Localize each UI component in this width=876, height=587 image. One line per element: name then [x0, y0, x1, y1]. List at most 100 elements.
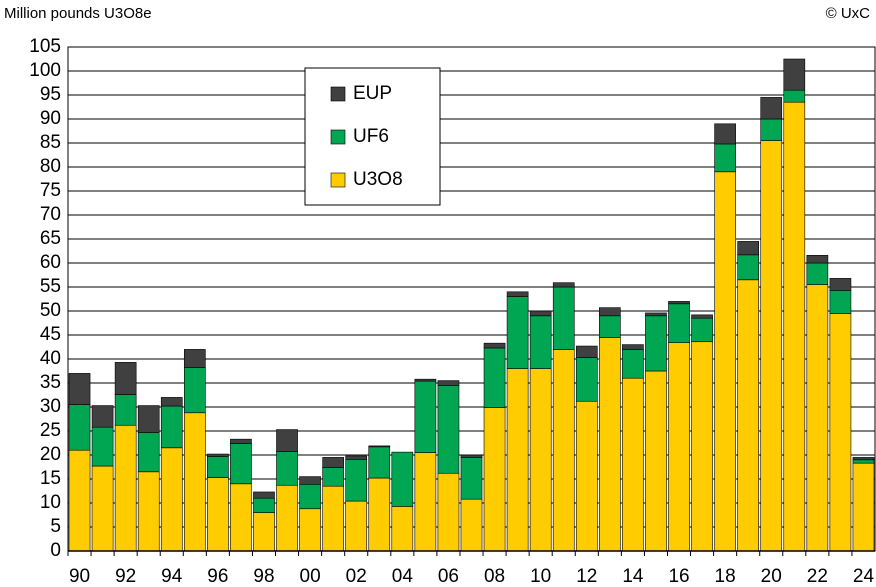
x-tick-label: 14	[622, 566, 644, 587]
bar-segment	[737, 279, 760, 552]
x-tick-label: 90	[69, 566, 90, 587]
bar-segment	[829, 313, 852, 552]
y-tick-label: 70	[40, 204, 61, 225]
x-tick-label: 96	[207, 566, 228, 587]
bar-segment	[737, 254, 760, 281]
bar-segment	[230, 438, 252, 444]
bar-segment	[622, 344, 644, 350]
bar-segment	[599, 307, 621, 317]
y-tick-label: 30	[40, 396, 61, 417]
x-tick-label: 06	[438, 566, 459, 587]
bar-segment	[276, 484, 298, 552]
x-tick-label: 22	[807, 566, 828, 587]
legend-label: UF6	[353, 126, 389, 147]
bar-segment	[322, 467, 344, 487]
y-tick-label: 0	[50, 540, 61, 561]
x-tick-label: 16	[668, 566, 689, 587]
bar-segment	[829, 278, 852, 291]
x-tick-label: 02	[346, 566, 367, 587]
bar-segment	[91, 426, 114, 467]
y-tick-label: 35	[40, 372, 61, 393]
bar-segment	[253, 491, 275, 499]
bar-segment	[691, 341, 713, 552]
bar-segment	[691, 317, 713, 343]
bar-segment	[368, 477, 391, 552]
y-tick-label: 25	[40, 420, 61, 441]
y-tick-label: 100	[29, 60, 61, 81]
x-tick-label: 12	[576, 566, 597, 587]
x-tick-label: 20	[761, 566, 782, 587]
source: © UxC	[826, 5, 871, 22]
bar-segment	[599, 337, 621, 552]
y-tick-label: 65	[40, 228, 61, 249]
bar-segment	[391, 451, 414, 507]
bar-segment	[322, 457, 344, 468]
bar-segment	[253, 512, 275, 552]
y-tick-label: 85	[40, 132, 61, 153]
bar-segment	[668, 303, 690, 343]
bar-segment	[183, 367, 206, 414]
bar-segment	[806, 262, 829, 285]
bar-segment	[299, 483, 321, 510]
x-tick-label: 92	[115, 566, 136, 587]
bar-segment	[829, 290, 852, 314]
bar-segment	[207, 453, 229, 457]
bar-segment	[68, 404, 91, 451]
bar-segment	[852, 459, 875, 464]
y-tick-label: 80	[40, 156, 61, 177]
bar-segment	[414, 452, 437, 552]
legend-swatch	[330, 129, 346, 145]
bar-segment	[645, 370, 667, 552]
bar-segment	[737, 241, 760, 256]
bar-segment	[460, 498, 483, 552]
bar-segment	[599, 315, 621, 338]
bar-segment	[391, 506, 414, 552]
x-tick-label: 24	[853, 566, 875, 587]
bar-segment	[137, 471, 160, 552]
y-tick-label: 20	[40, 444, 61, 465]
x-tick-label: 00	[300, 566, 321, 587]
bar-segment	[668, 301, 690, 305]
bar-segment	[714, 123, 736, 145]
x-tick-label: 04	[392, 566, 414, 587]
bar-segment	[852, 462, 875, 552]
bar-segment	[460, 457, 483, 500]
bar-segment	[552, 349, 575, 552]
bar-segment	[437, 385, 460, 474]
chart-title: Million pounds U3O8e	[4, 5, 152, 22]
bar-segment	[68, 373, 91, 405]
bar-segment	[783, 58, 806, 91]
bar-segment	[160, 405, 183, 449]
bar-segment	[575, 400, 598, 552]
bar-segment	[506, 291, 529, 297]
bar-segment	[645, 315, 667, 372]
bar-segment	[783, 101, 806, 552]
bar-segment	[345, 500, 368, 552]
bar-segment	[760, 118, 783, 141]
bar-segment	[183, 349, 206, 368]
bar-segment	[68, 449, 91, 552]
bar-segment	[483, 347, 506, 408]
bar-segment	[783, 89, 806, 103]
bar-segment	[437, 472, 460, 552]
bar-segment	[253, 497, 275, 513]
bar-segment	[345, 455, 368, 460]
x-tick-label: 94	[161, 566, 183, 587]
bar-segment	[414, 380, 437, 453]
bar-segment	[114, 424, 137, 552]
bar-segment	[345, 459, 368, 502]
legend-swatch	[330, 172, 346, 188]
bar-segment	[160, 447, 183, 552]
bar-segment	[114, 394, 137, 426]
bar-segment	[207, 456, 229, 478]
x-tick-label: 98	[253, 566, 274, 587]
bar-segment	[506, 296, 529, 369]
bar-segment	[691, 314, 713, 319]
bar-segment	[622, 349, 644, 379]
bar-segment	[299, 508, 321, 552]
bar-segment	[714, 171, 736, 552]
y-tick-label: 40	[40, 348, 61, 369]
bar-segment	[230, 483, 252, 552]
bar-segment	[437, 380, 460, 386]
